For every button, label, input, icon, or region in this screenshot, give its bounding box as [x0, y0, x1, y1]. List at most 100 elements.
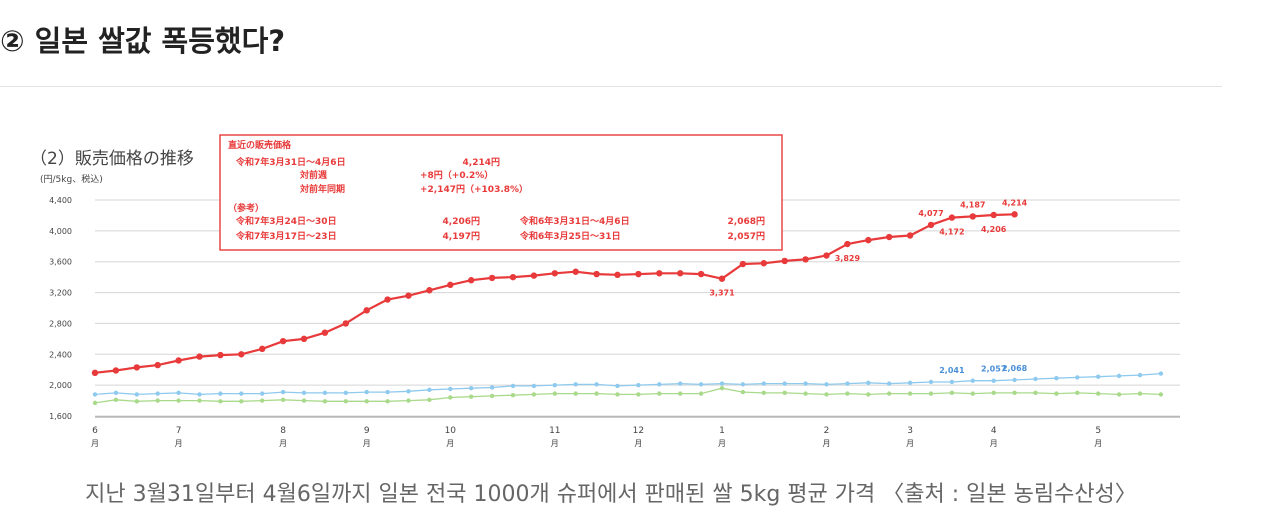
image-caption: 지난 3월31일부터 4월6일까지 일본 전국 1000개 슈퍼에서 판매된 쌀…: [85, 482, 1137, 507]
series-2024-point: [1158, 371, 1164, 376]
x-tick-label: 2: [824, 426, 830, 436]
series-2023-point: [803, 391, 808, 396]
series-2023-point: [970, 391, 975, 396]
annotation-text: 4,206円: [443, 216, 480, 227]
annotation-text: 4,197円: [443, 231, 480, 242]
series-2023-point: [469, 394, 474, 399]
series-2023-point: [197, 398, 202, 403]
x-tick-label: 8: [280, 426, 286, 436]
series-lines: [91, 211, 1164, 406]
annotation-text: +2,147円（+103.8%）: [420, 184, 528, 195]
series-2024-point: [678, 381, 683, 386]
series-2024-point: [531, 383, 537, 389]
data-label: 4,077: [918, 209, 943, 218]
series-2024-point: [322, 390, 328, 396]
x-tick-label: 5: [1095, 426, 1101, 436]
series-2025-point: [802, 256, 809, 263]
x-tick-label: 6: [92, 426, 98, 436]
series-2024-point: [928, 379, 934, 385]
series-2025-point: [990, 211, 997, 219]
section-heading: ② 일본 쌀값 폭등했다?: [0, 24, 286, 58]
series-2023-point: [678, 391, 683, 396]
series-2024-point: [301, 390, 307, 396]
series-2023-point: [343, 399, 348, 404]
series-2025-point: [154, 361, 161, 369]
series-2025-point: [279, 337, 287, 345]
series-2025-point: [844, 240, 851, 248]
series-2024-point: [92, 392, 98, 397]
x-tick-unit: 月: [363, 439, 371, 448]
series-2025-point: [175, 357, 182, 364]
data-label: 4,214: [1002, 198, 1028, 207]
series-2025-point: [91, 369, 99, 376]
series-2025-point: [363, 307, 370, 314]
series-2024-point: [719, 381, 725, 386]
series-2024-point: [657, 382, 662, 387]
x-tick-label: 7: [176, 426, 182, 436]
series-2024-point: [866, 380, 871, 386]
series-2025-point: [927, 221, 935, 229]
series-2023-point: [260, 398, 265, 403]
series-2024-point: [803, 381, 808, 386]
annotation-box: [219, 134, 783, 251]
series-2023-point: [949, 390, 955, 396]
series-2024-point: [510, 383, 516, 389]
data-label: 2,057: [981, 365, 1006, 374]
series-2023-point: [928, 391, 934, 396]
rice-price-chart: （2）販売価格の推移 (円/5kg、税込) 1,600 2,000 2,400 2,8…: [30, 134, 1180, 448]
series-2024-point: [343, 390, 348, 396]
series-2025-point: [718, 275, 726, 282]
series-2024-point: [448, 386, 453, 392]
series-2023-point: [134, 399, 139, 404]
y-tick-label: 2,000: [49, 381, 72, 390]
series-2025-point: [112, 367, 120, 374]
series-2024-point: [991, 378, 996, 383]
x-tick-unit: 月: [175, 439, 183, 448]
series-2024-point: [113, 390, 119, 396]
series-2024-point: [907, 380, 913, 386]
series-2024-point: [1096, 374, 1101, 379]
series-2025-point: [405, 292, 412, 299]
x-tick-label: 11: [549, 426, 560, 436]
series-2025-point: [865, 236, 872, 244]
series-2025-point: [1011, 211, 1018, 218]
annotation-text: 令和7年3月31日～4月6日: [235, 156, 346, 168]
series-2023-point: [1137, 391, 1143, 396]
data-label: 2,068: [1002, 364, 1028, 373]
annotation-text: 2,057円: [728, 231, 765, 242]
series-2024-point: [469, 386, 474, 391]
series-2025-point: [447, 281, 454, 289]
series-2023-point: [594, 391, 599, 396]
series-2023-point: [448, 395, 453, 400]
series-2023-point: [719, 386, 725, 391]
series-2024-point: [364, 389, 369, 395]
y-tick-label: 2,400: [49, 350, 72, 359]
series-2024-point: [1075, 375, 1080, 380]
y-tick-label: 2,800: [49, 319, 72, 328]
series-2024-point: [155, 391, 160, 396]
series-2025-point: [593, 270, 600, 278]
x-tick-labels: 6 月 7 月 8 月 9 月 10 月 11 月 12 月 1 月 2 月 3 月 4 月 5 月: [91, 426, 1102, 448]
series-2023-point: [1116, 392, 1122, 397]
series-2024-point: [594, 382, 599, 387]
series-2023-point: [887, 391, 892, 396]
series-2023-point: [845, 391, 850, 396]
series-2024-point: [1054, 376, 1059, 381]
series-2024-point: [280, 389, 286, 395]
series-2025-point: [551, 270, 558, 277]
series-2024-point: [406, 389, 411, 394]
series-2025-point: [259, 345, 266, 353]
series-2024-point: [824, 382, 829, 387]
series-2025-point: [468, 277, 475, 284]
series-2023-point: [991, 390, 996, 396]
series-2025-point: [384, 296, 391, 303]
series-2023-point: [615, 392, 620, 397]
series-2025-point: [133, 364, 140, 371]
series-2025-point: [342, 320, 349, 327]
series-2025-point: [760, 260, 767, 267]
series-2023-point: [280, 397, 286, 402]
y-axis-label: (円/5kg、税込): [40, 173, 103, 185]
annotation-text: 令和6年3月25日～31日: [519, 230, 621, 242]
series-2025-point: [781, 257, 788, 265]
